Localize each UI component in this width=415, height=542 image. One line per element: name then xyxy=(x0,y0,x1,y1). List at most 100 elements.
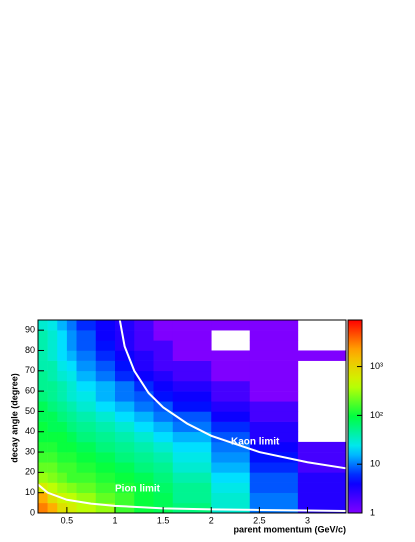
limit-curve xyxy=(118,319,347,470)
heatmap-cell xyxy=(249,472,299,483)
heatmap-cell xyxy=(76,391,97,402)
heatmap-cell xyxy=(76,401,97,412)
heatmap-cell xyxy=(153,421,174,433)
heatmap-cell xyxy=(249,350,299,361)
heatmap-cell xyxy=(211,441,251,453)
heatmap-cell xyxy=(297,492,347,504)
heatmap-cell xyxy=(38,421,48,433)
heatmap-cell xyxy=(172,360,212,372)
heatmap-cell xyxy=(57,502,68,514)
heatmap-cell xyxy=(115,350,135,361)
y-tick-label: 50 xyxy=(25,406,35,416)
heatmap-cell xyxy=(66,391,77,402)
heatmap-cell xyxy=(95,431,116,443)
heatmap-cell xyxy=(211,472,251,483)
heatmap-cell xyxy=(66,320,77,331)
heatmap-cell xyxy=(38,452,48,463)
heatmap-cell xyxy=(95,391,116,402)
curve-label: Pion limit xyxy=(115,484,161,495)
heatmap-cell xyxy=(38,320,48,331)
heatmap-cell xyxy=(134,391,154,402)
heatmap-cell xyxy=(211,320,251,331)
heatmap-cell xyxy=(95,452,116,463)
heatmap-cell xyxy=(66,411,77,422)
heatmap-cell xyxy=(249,401,299,412)
heatmap-cell xyxy=(57,431,68,443)
heatmap-cell xyxy=(211,360,251,372)
heatmap-cell xyxy=(76,482,97,493)
heatmap-cell xyxy=(297,452,347,463)
heatmap-cell xyxy=(57,350,68,361)
heatmap-cell xyxy=(47,421,58,433)
colorbar xyxy=(347,319,363,514)
heatmap-cell xyxy=(66,472,77,483)
heatmap-cell xyxy=(134,452,154,463)
heatmap-cell xyxy=(249,492,299,504)
heatmap-cell xyxy=(153,360,174,372)
heatmap-cell xyxy=(47,472,58,483)
heatmap-cell xyxy=(95,330,116,341)
heatmap-cell xyxy=(297,502,347,514)
heatmap-cell xyxy=(172,350,212,361)
heatmap-cell xyxy=(95,320,116,331)
heatmap-cell xyxy=(47,391,58,402)
heatmap-cell xyxy=(38,391,48,402)
heatmap-cell xyxy=(66,502,77,514)
heatmap-cell xyxy=(76,411,97,422)
colorbar-tick-label: 10² xyxy=(370,410,383,420)
heatmap-cell xyxy=(172,391,212,402)
colorbar-tick-label: 1 xyxy=(370,507,375,517)
heatmap-cell xyxy=(115,462,135,473)
heatmap-cell xyxy=(57,391,68,402)
heatmap-cell xyxy=(95,350,116,361)
heatmap-cell xyxy=(115,320,135,331)
heatmap-cell xyxy=(115,431,135,443)
heatmap-cell xyxy=(95,492,116,504)
heatmap-cell xyxy=(172,482,212,493)
y-tick-label: 30 xyxy=(25,446,35,456)
heatmap-cell xyxy=(47,462,58,473)
heatmap-cell xyxy=(115,472,135,483)
heatmap-cell xyxy=(57,421,68,433)
heatmap-cell xyxy=(57,370,68,382)
heatmap-cell xyxy=(47,401,58,412)
heatmap-cell xyxy=(95,441,116,453)
heatmap-cell xyxy=(38,360,48,372)
heatmap-cell xyxy=(211,492,251,504)
heatmap-cell xyxy=(76,340,97,351)
heatmap-cell xyxy=(172,380,212,392)
heatmap-cell xyxy=(66,462,77,473)
heatmap-cell xyxy=(153,462,174,473)
heatmap-cell xyxy=(211,421,251,433)
heatmap-cell xyxy=(172,452,212,463)
heatmap-cell xyxy=(134,320,154,331)
heatmap-cell xyxy=(134,482,154,493)
x-tick-label: 2.5 xyxy=(253,515,266,525)
heatmap-cell xyxy=(134,401,154,412)
heatmap-cell xyxy=(57,380,68,392)
heatmap-cell xyxy=(76,421,97,433)
heatmap-cell xyxy=(153,391,174,402)
heatmap-cell xyxy=(153,441,174,453)
heatmap-cell xyxy=(38,350,48,361)
heatmap-cell xyxy=(76,502,97,514)
heatmap-cell xyxy=(211,401,251,412)
heatmap-cell xyxy=(211,350,251,361)
y-tick-label: 20 xyxy=(25,467,35,477)
heatmap-cell xyxy=(47,360,58,372)
heatmap-cell xyxy=(76,330,97,341)
heatmap-cell xyxy=(115,482,135,493)
heatmap-cell xyxy=(249,421,299,433)
heatmap-cell xyxy=(115,380,135,392)
heatmap-cell xyxy=(38,401,48,412)
heatmap-cell xyxy=(115,411,135,422)
heatmap-cell xyxy=(211,431,251,443)
heatmap-cell xyxy=(57,340,68,351)
heatmap-cell xyxy=(249,411,299,422)
heatmap-cell xyxy=(249,370,299,382)
heatmap-cell xyxy=(57,360,68,372)
heatmap-cell xyxy=(297,350,347,361)
heatmap-cell xyxy=(249,340,299,351)
curve-label: Kaon limit xyxy=(231,437,280,448)
colorbar-tick-label: 10³ xyxy=(370,361,383,371)
